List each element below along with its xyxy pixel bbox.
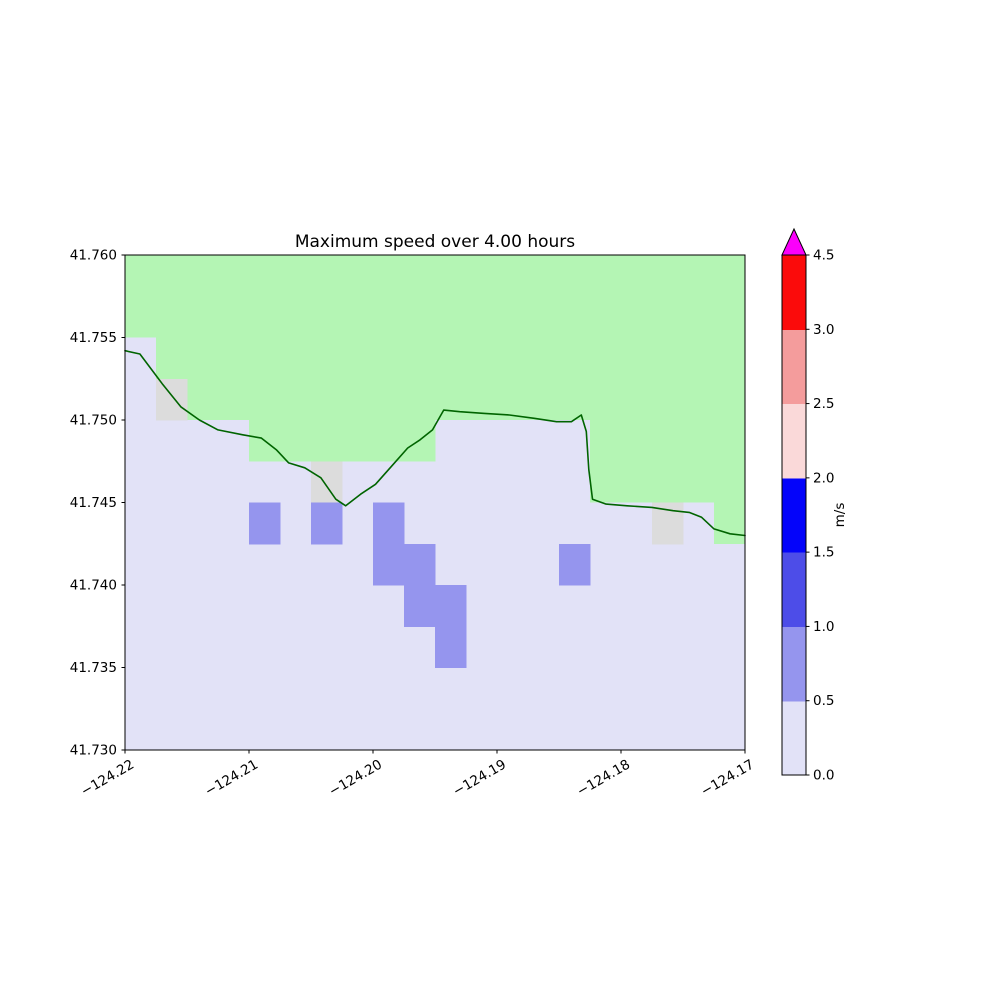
land-region-column bbox=[373, 255, 405, 462]
x-tick-label: −124.18 bbox=[574, 757, 633, 800]
land-region-column bbox=[559, 255, 591, 420]
x-tick-label: −124.20 bbox=[326, 757, 385, 800]
colorbar-segment bbox=[782, 552, 806, 628]
land-region-column bbox=[652, 255, 684, 503]
y-tick-label: 41.730 bbox=[70, 743, 117, 759]
land-region-column bbox=[218, 255, 250, 420]
colorbar-tick-label: 0.5 bbox=[813, 693, 834, 709]
colorbar-segment bbox=[782, 403, 806, 479]
colorbar-tick-label: 2.0 bbox=[813, 470, 834, 486]
y-tick-label: 41.750 bbox=[70, 413, 117, 429]
land-region-column bbox=[497, 255, 529, 420]
speed-cell bbox=[435, 585, 467, 627]
colorbar-tick-label: 1.0 bbox=[813, 619, 834, 635]
coast-cell bbox=[156, 378, 188, 421]
colorbar-segment bbox=[782, 255, 806, 330]
colorbar-segment bbox=[782, 700, 806, 776]
land-region-column bbox=[156, 255, 188, 379]
speed-cell bbox=[435, 626, 467, 669]
x-tick-label: −124.22 bbox=[78, 757, 137, 800]
colorbar-tick-label: 0.0 bbox=[813, 768, 834, 784]
colorbar-tick-label: 3.0 bbox=[813, 322, 834, 338]
coastline-path bbox=[124, 349, 746, 537]
x-tick-label: −124.21 bbox=[202, 757, 261, 800]
colorbar-segment bbox=[782, 329, 806, 405]
land-region-column bbox=[683, 255, 715, 503]
land-region-column bbox=[621, 255, 653, 503]
land-region-column bbox=[249, 255, 281, 462]
speed-cell bbox=[249, 502, 281, 545]
colorbar-tick-label: 4.5 bbox=[813, 248, 834, 264]
colorbar-units-label: m/s bbox=[832, 503, 848, 528]
land-region-column bbox=[435, 255, 467, 420]
colorbar-segment bbox=[782, 477, 806, 553]
speed-cell bbox=[311, 502, 343, 545]
land-region-column bbox=[714, 255, 746, 544]
speed-cell bbox=[404, 543, 436, 586]
land-region-column bbox=[342, 255, 374, 462]
speed-cell bbox=[373, 543, 405, 586]
x-tick-label: −124.19 bbox=[450, 757, 509, 800]
chart-title: Maximum speed over 4.00 hours bbox=[295, 232, 575, 252]
speed-cell bbox=[373, 502, 405, 545]
x-tick-label: −124.17 bbox=[698, 757, 757, 800]
y-tick-label: 41.740 bbox=[70, 578, 117, 594]
speed-cell bbox=[404, 585, 436, 627]
y-tick-label: 41.755 bbox=[70, 330, 117, 346]
land-region-column bbox=[590, 255, 622, 503]
colorbar: 0.0 0.5 1.0 1.5 2.0 2.5 3.0 4.5 m/s bbox=[781, 227, 848, 784]
y-tick-label: 41.760 bbox=[70, 248, 117, 264]
colorbar-outline bbox=[781, 254, 807, 776]
speed-cell bbox=[559, 543, 591, 586]
colorbar-tick-label: 2.5 bbox=[813, 396, 834, 412]
land-region-column bbox=[280, 255, 312, 462]
land-region-column bbox=[404, 255, 436, 462]
land-region-column bbox=[528, 255, 560, 420]
colorbar-over-arrow bbox=[781, 227, 807, 256]
land-region-column bbox=[187, 255, 219, 420]
y-tick-label: 41.735 bbox=[70, 660, 117, 676]
colorbar-segment bbox=[782, 626, 806, 702]
y-tick-label: 41.745 bbox=[70, 495, 117, 511]
colorbar-tick-label: 1.5 bbox=[813, 545, 834, 561]
map-axes: −124.22 −124.21 −124.20 −124.19 −124.18 −124.… bbox=[70, 248, 757, 800]
land-region-column bbox=[311, 255, 343, 462]
coast-cell bbox=[311, 461, 343, 504]
land-region-column bbox=[466, 255, 498, 420]
land-region-column bbox=[125, 255, 157, 338]
